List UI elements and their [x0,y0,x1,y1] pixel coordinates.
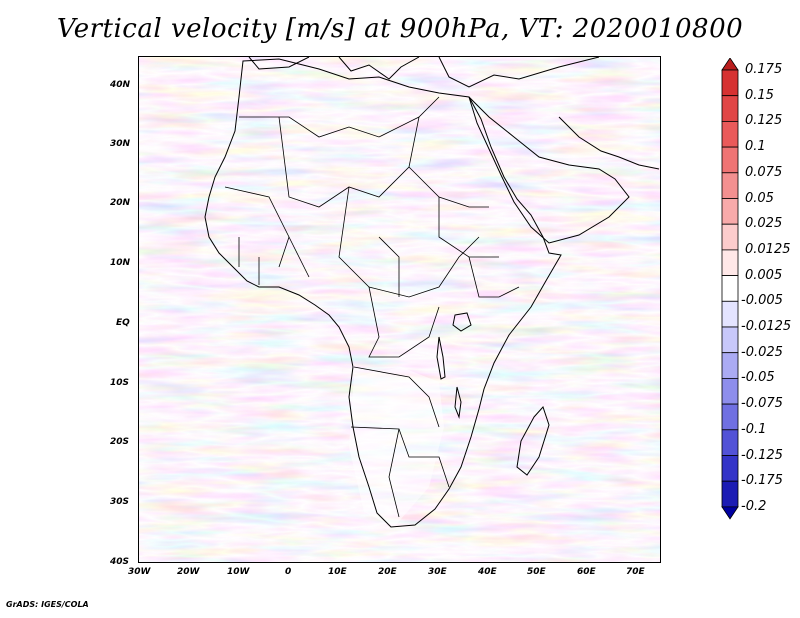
lon-label: 30W [128,567,151,577]
colorbar-label: 0.1 [745,139,766,155]
colorbar-box [721,249,739,276]
lat-label: 20N [110,198,131,208]
colorbar-box [721,223,739,251]
colorbar-box [721,146,739,174]
lon-label: 70E [626,567,645,577]
colorbar-label: 0.15 [745,87,774,103]
colorbar-label: 0.075 [745,164,783,180]
lat-label: EQ [116,318,130,328]
arabia-coastline [468,96,630,244]
coastlines [204,57,660,528]
africa-coastline [204,58,562,528]
colorbar-label: 0.175 [745,62,783,77]
lat-label: 30S [110,497,130,507]
colorbar-box [721,300,739,328]
colorbar-box [721,455,739,482]
colorbar-label: -0.2 [741,498,767,514]
europe-coastline [248,57,600,88]
colorbar-top-arrow [721,58,739,71]
colorbar-label: -0.1 [741,421,767,437]
colorbar-label: 0.125 [745,113,783,129]
lon-label: 30E [428,567,447,577]
colorbar-label: 0.0125 [745,241,791,257]
colorbar-label: 0.025 [745,216,783,232]
colorbar [721,58,739,520]
colorbar-box [721,172,739,199]
lon-label: 60E [577,567,596,577]
colorbar-box [721,352,739,379]
country-borders [224,96,520,518]
vertical-velocity-field [139,57,660,562]
lat-label: 20S [110,437,130,447]
colorbar-label: -0.05 [741,370,775,386]
colorbar-label: -0.005 [741,293,783,309]
lake-tanganyika [436,336,446,380]
colorbar-label: -0.075 [741,396,783,412]
lat-label: 30N [110,139,131,149]
colorbar-box [721,326,739,354]
colorbar-box [721,275,739,302]
colorbar-box [721,95,739,122]
colorbar-label: -0.125 [741,447,783,463]
map-panel[interactable] [138,56,661,563]
lon-label: 0 [285,567,292,577]
colorbar-box [721,429,739,456]
colorbar-bottom-arrow [721,506,739,520]
colorbar-box [721,121,739,148]
colorbar-label: 0.005 [745,267,783,283]
colorbar-label: 0.05 [745,190,774,206]
colorbar-box [721,403,739,431]
lon-label: 20W [177,567,200,577]
lat-label: 40S [110,557,130,567]
lon-label: 20E [378,567,397,577]
madagascar-coastline [516,406,550,476]
colorbar-box [721,198,739,225]
lat-label: 40N [110,80,131,90]
lon-label: 10W [227,567,250,577]
lat-label: 10N [110,258,131,268]
calm-region [349,367,444,527]
lake-malawi [454,386,462,419]
persian-gulf-coastline [558,116,660,170]
lon-label: 50E [527,567,546,577]
lat-label: 10S [110,378,130,388]
colorbar-label: -0.0125 [741,319,792,334]
colorbar-box [721,69,739,97]
colorbar-box [721,480,739,508]
grads-credit: GrADS: IGES/COLA [6,600,89,609]
colorbar-label: -0.025 [741,344,783,360]
lon-label: 40E [478,567,497,577]
colorbar-box [721,377,739,405]
lake-victoria [452,312,472,332]
lon-label: 10E [328,567,347,577]
map-title: Vertical velocity [m/s] at 900hPa, VT: 2… [56,14,744,44]
colorbar-label: -0.175 [741,473,783,489]
